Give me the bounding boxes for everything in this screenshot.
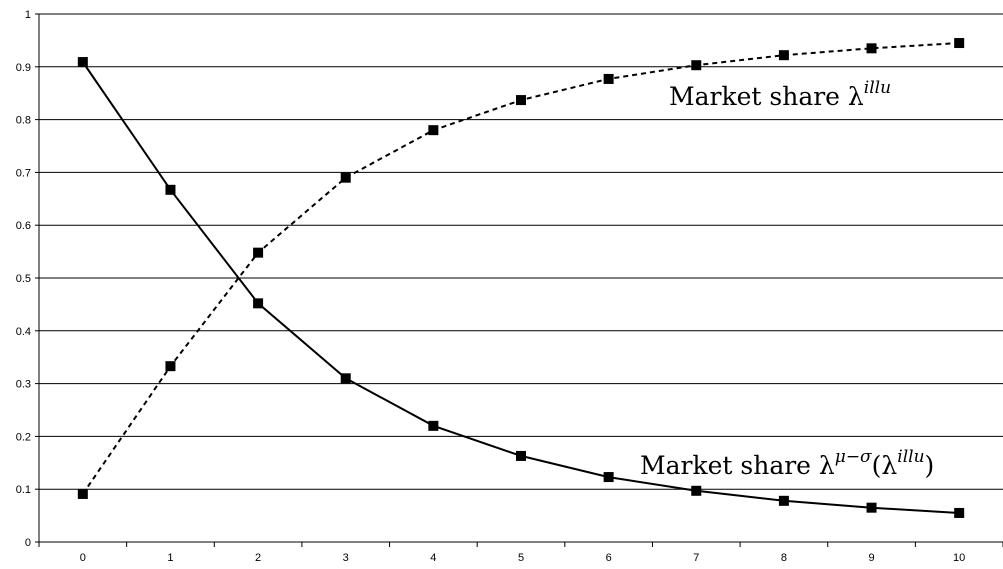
x-tick-label: 0 [80, 552, 86, 564]
data-point-dashed [691, 60, 702, 71]
data-point-solid [691, 485, 702, 496]
x-tick-label: 3 [343, 552, 349, 564]
y-tick-label: 0.4 [16, 326, 31, 338]
data-point-solid [778, 495, 789, 506]
data-point-dashed [778, 50, 789, 61]
annotation-mu-sigma: Market share λμ−σ(λillu) [640, 447, 934, 480]
x-tick-label: 5 [518, 552, 524, 564]
y-tick-label: 1 [25, 9, 31, 21]
y-tick-label: 0.2 [16, 431, 31, 443]
data-point-dashed [866, 43, 877, 54]
x-tick-label: 8 [781, 552, 787, 564]
data-point-dashed [603, 73, 614, 84]
annotation-illu: Market share λillu [669, 78, 891, 111]
series-group [77, 38, 965, 518]
series-line-solid [81, 61, 960, 514]
y-tick-label: 0 [25, 537, 31, 549]
data-point-dashed [516, 95, 526, 106]
x-tick-label: 1 [167, 552, 173, 564]
x-tick-label: 6 [606, 552, 612, 564]
data-point-solid [165, 184, 176, 195]
y-tick-label: 0.9 [16, 62, 31, 74]
y-axis-ticks: 0 0.1 0.2 0.3 0.4 0.5 0.6 0.7 0.8 0.9 1 [16, 9, 39, 549]
x-tick-label: 9 [868, 552, 874, 564]
data-point-dashed [253, 247, 264, 258]
data-point-solid [603, 472, 614, 483]
y-tick-label: 0.5 [16, 273, 31, 285]
data-point-solid [954, 507, 965, 518]
data-point-dashed [428, 125, 439, 136]
data-point-solid [866, 502, 877, 513]
y-tick-label: 0.3 [16, 379, 31, 391]
data-point-solid [77, 57, 88, 68]
data-point-solid [340, 373, 351, 384]
x-tick-label: 7 [693, 552, 699, 564]
y-tick-label: 0.7 [16, 167, 31, 179]
data-point-dashed [340, 172, 351, 183]
data-point-solid [428, 420, 439, 431]
x-tick-label: 10 [953, 552, 965, 564]
data-point-dashed [954, 38, 965, 49]
y-tick-label: 0.1 [16, 484, 31, 496]
x-tick-label: 2 [255, 552, 261, 564]
data-point-dashed [77, 488, 88, 499]
x-tick-label: 4 [430, 552, 436, 564]
grid-lines [39, 13, 1003, 490]
y-tick-label: 0.8 [16, 115, 31, 127]
x-axis-ticks: 0 1 2 3 4 5 6 7 8 9 10 [38, 542, 1003, 564]
data-point-solid [516, 450, 526, 461]
data-point-solid [253, 298, 264, 309]
y-tick-label: 0.6 [16, 220, 31, 232]
data-point-dashed [165, 361, 176, 372]
